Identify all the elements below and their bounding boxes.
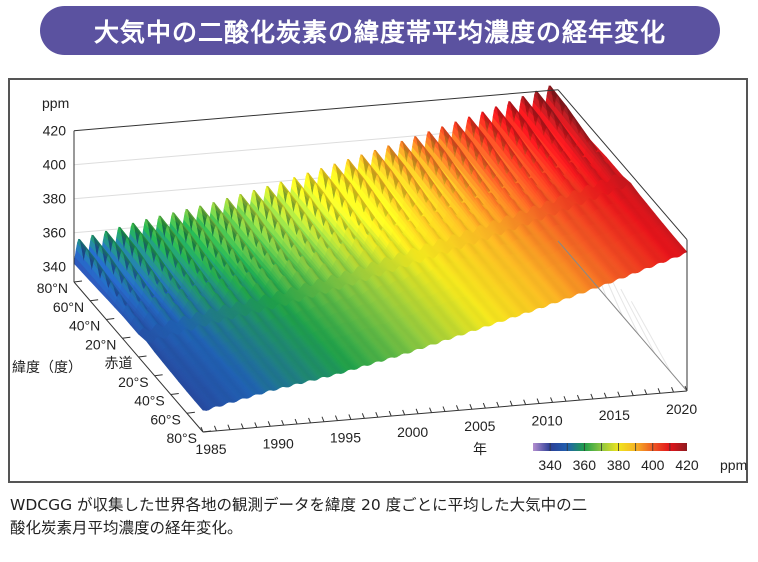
side-wall-gridline	[620, 288, 656, 354]
title-banner: 大気中の二酸化炭素の緯度帯平均濃度の経年変化	[40, 6, 720, 55]
co2-surface	[73, 85, 688, 411]
chart-title: 大気中の二酸化炭素の緯度帯平均濃度の経年変化	[93, 17, 666, 47]
chart-frame	[8, 78, 748, 483]
side-wall-gridline	[630, 301, 672, 373]
side-wall-gridline	[609, 276, 640, 335]
